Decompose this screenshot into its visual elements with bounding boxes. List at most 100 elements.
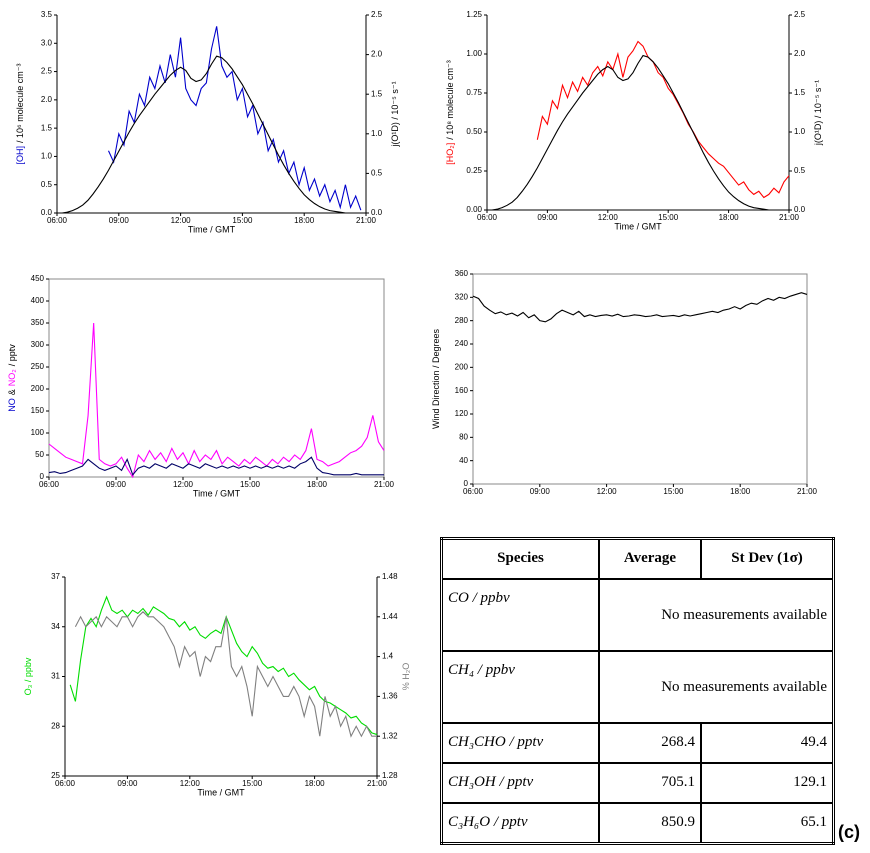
row: CH₃OH / pptv 705.1 129.1 (440, 761, 835, 804)
y-tick-label: 300 (31, 340, 45, 349)
y-tick-label: 37 (51, 572, 60, 581)
row: C₃H₆O / pptv 850.9 65.1 (440, 801, 835, 845)
axis-label: % H₂O (401, 663, 411, 691)
y2-tick-label: 0.5 (794, 166, 806, 175)
series-line (48, 456, 384, 476)
y-tick-label: 31 (51, 672, 60, 681)
y-tick-label: 160 (455, 386, 469, 395)
x-tick-label: 06:00 (47, 216, 68, 225)
axis-label: j(O¹D) / 10⁻⁵ s⁻¹ (390, 81, 400, 147)
average: 850.9 (598, 801, 702, 845)
x-tick-label: 15:00 (658, 213, 679, 222)
y-tick-label: 350 (31, 318, 45, 327)
species: CO / ppbv (440, 577, 600, 652)
stdev: 65.1 (700, 801, 835, 845)
y-tick-label: 400 (31, 296, 45, 305)
plot-frame (48, 278, 385, 478)
x-tick-label: 18:00 (730, 487, 751, 496)
y2-tick-label: 2.5 (371, 10, 383, 19)
x-tick-label: 09:00 (109, 216, 130, 225)
y2-tick-label: 1.0 (794, 127, 806, 136)
species: CH₃OH / pptv (440, 761, 600, 804)
y-tick-label: 2.0 (41, 95, 53, 104)
species: C₃H₆O / pptv (440, 801, 600, 845)
y-tick-label: 0.50 (466, 127, 482, 136)
x-tick-label: 18:00 (305, 779, 326, 788)
x-tick-label: 12:00 (171, 216, 192, 225)
y2-tick-label: 0.5 (371, 169, 383, 178)
row: CH₃CHO / pptv 268.4 49.4 (440, 721, 835, 764)
y-tick-label: 1.25 (466, 10, 482, 19)
axis-label: j(O¹D) / 10⁻⁵ s⁻¹ (813, 80, 823, 146)
y2-tick-label: 1.48 (382, 572, 398, 581)
label-part: [HO₂] (445, 143, 455, 165)
x-tick-label: 09:00 (537, 213, 558, 222)
y2-tick-label: 2.5 (794, 10, 806, 19)
header-cell: Average (598, 537, 702, 580)
series-line (487, 54, 769, 211)
y-tick-label: 200 (455, 362, 469, 371)
x-tick-label: 12:00 (598, 213, 619, 222)
label-part: / 10⁸ molecule cm⁻³ (445, 60, 455, 140)
average: 705.1 (598, 761, 702, 804)
x-tick-label: 21:00 (779, 213, 800, 222)
species: CH₄ / ppbv (440, 649, 600, 724)
series-line (74, 611, 377, 738)
y-tick-label: 200 (31, 384, 45, 393)
x-tick-label: 09:00 (106, 480, 127, 489)
note: No measurements available (598, 577, 835, 652)
y2-tick-label: 1.44 (382, 612, 398, 621)
x-tick-label: 15:00 (240, 480, 261, 489)
y-tick-label: 120 (455, 409, 469, 418)
panel-label: (c) (838, 822, 860, 842)
y-tick-label: 40 (459, 456, 468, 465)
x-tick-label: 06:00 (39, 480, 60, 489)
y-tick-label: 0.00 (466, 205, 482, 214)
x-axis-label: Time / GMT (197, 787, 245, 797)
x-tick-label: 12:00 (180, 779, 201, 788)
x-tick-label: 18:00 (307, 480, 328, 489)
y-tick-label: 50 (35, 450, 44, 459)
y-tick-label: 450 (31, 274, 45, 283)
series-line (536, 40, 790, 199)
y-tick-label: 3.0 (41, 38, 53, 47)
axis-label: NO & NO₂ / pptv (7, 344, 17, 412)
y-tick-label: 250 (31, 362, 45, 371)
x-axis-label: Time / GMT (193, 488, 241, 498)
label-part: Wind Direction / Degrees (431, 328, 441, 429)
axis-label: [HO₂] / 10⁸ molecule cm⁻³ (445, 60, 455, 165)
y-tick-label: 100 (31, 428, 45, 437)
species: CH₃CHO / pptv (440, 721, 600, 764)
y-tick-label: 0.0 (41, 208, 53, 217)
label-part: [OH] (15, 146, 25, 165)
series-line (57, 55, 346, 214)
species-table: Species Average St Dev (1σ) CO / ppbv No… (440, 537, 835, 845)
y-tick-label: 1.5 (41, 123, 53, 132)
x-axis-label: Time / GMT (614, 221, 662, 231)
average: 268.4 (598, 721, 702, 764)
y2-tick-label: 1.0 (371, 129, 383, 138)
x-tick-label: 21:00 (367, 779, 388, 788)
stdev: 49.4 (700, 721, 835, 764)
x-tick-label: 21:00 (374, 480, 395, 489)
label-part: % H₂O (401, 663, 411, 691)
x-tick-label: 06:00 (463, 487, 484, 496)
x-tick-label: 18:00 (294, 216, 315, 225)
y-tick-label: 25 (51, 771, 60, 780)
label-part: NO₂ (7, 369, 17, 387)
x-tick-label: 09:00 (530, 487, 551, 496)
y2-tick-label: 1.5 (371, 89, 383, 98)
x-tick-label: 15:00 (663, 487, 684, 496)
header-cell: St Dev (1σ) (700, 537, 835, 580)
y-tick-label: 0.25 (466, 166, 482, 175)
x-tick-label: 21:00 (356, 216, 377, 225)
series-line (472, 292, 808, 323)
label-part: O₃ / ppbv (23, 657, 33, 695)
row: CH₄ / ppbv No measurements available (440, 649, 835, 724)
row: CO / ppbv No measurements available (440, 577, 835, 652)
series-line (107, 26, 362, 211)
y-tick-label: 240 (455, 339, 469, 348)
label-part: j(O¹D) / 10⁻⁵ s⁻¹ (813, 80, 823, 146)
y-tick-label: 0.5 (41, 180, 53, 189)
